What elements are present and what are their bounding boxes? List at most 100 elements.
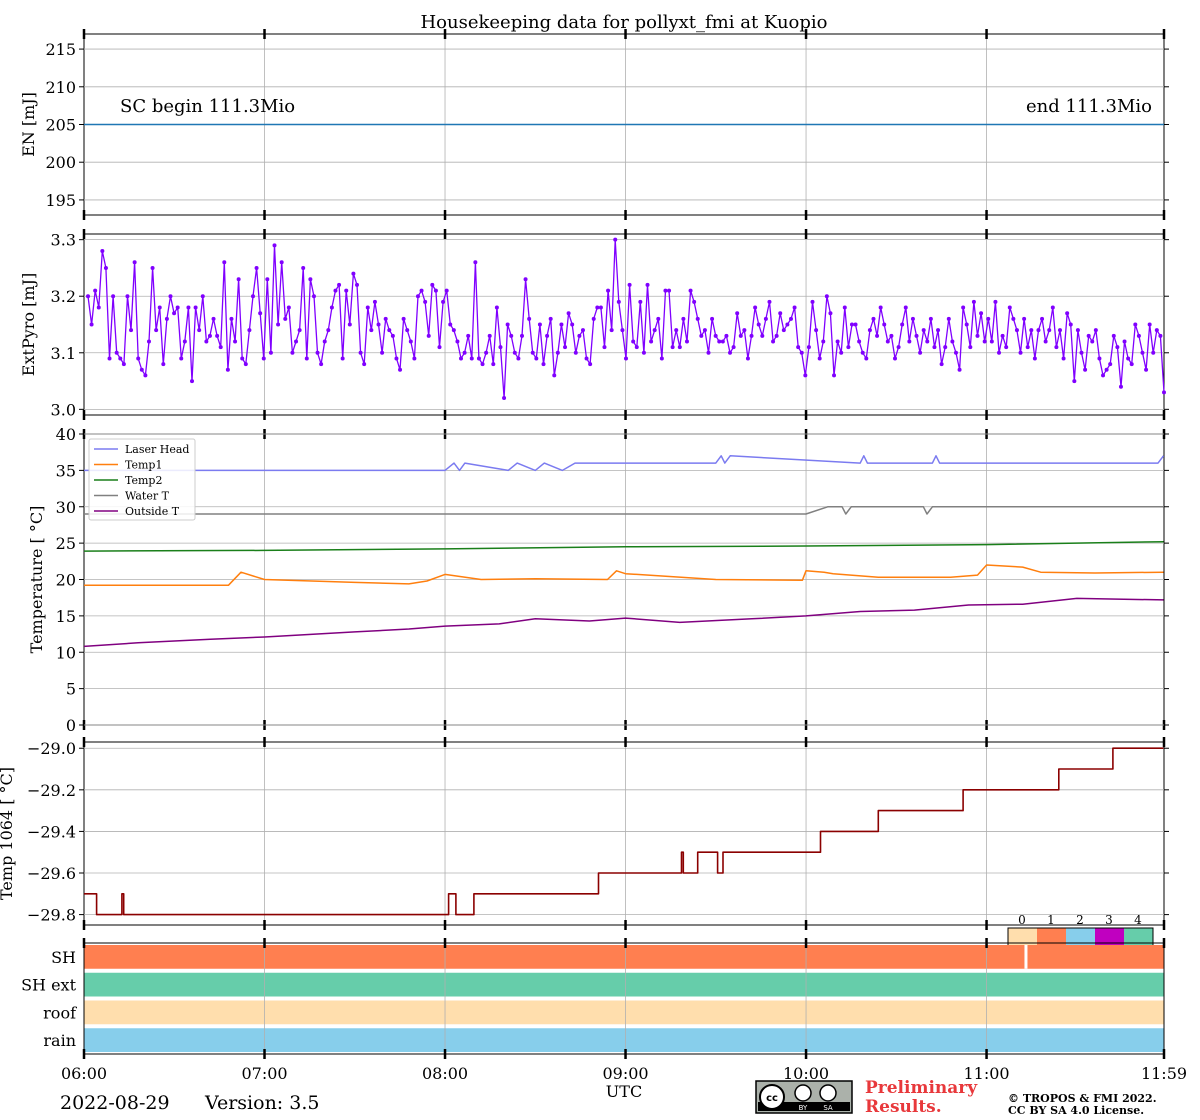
pyro-point: [577, 333, 582, 338]
pyro-point: [261, 356, 266, 361]
pyro-ytick-label: 3.2: [51, 287, 76, 306]
pyro-point: [975, 333, 980, 338]
pyro-point: [358, 350, 363, 355]
pyro-point: [720, 339, 725, 344]
pyro-point: [512, 350, 517, 355]
pyro-point: [921, 328, 926, 333]
pyro-point: [634, 345, 639, 350]
pyro-point: [717, 339, 722, 344]
pyro-point: [914, 333, 919, 338]
pyro-point: [885, 339, 890, 344]
status-row-label: SH ext: [21, 976, 76, 995]
pyro-point: [903, 305, 908, 310]
pyro-point: [286, 305, 291, 310]
pyro-point: [1079, 350, 1084, 355]
pyro-point: [502, 396, 507, 401]
temp-ytick-label: 20: [56, 571, 76, 590]
pyro-point: [387, 328, 392, 333]
pyro-point: [398, 367, 403, 372]
status-row-sh: [84, 945, 1164, 969]
pyro-point: [190, 379, 195, 384]
time-tick-label: 08:00: [422, 1064, 468, 1083]
pyro-point: [1108, 362, 1113, 367]
pyro-point: [624, 356, 628, 361]
pyro-point: [229, 316, 234, 321]
pyro-point: [1000, 333, 1005, 338]
pyro-point: [1011, 316, 1016, 321]
pyro-point: [598, 305, 603, 310]
pyro-point: [1093, 328, 1098, 333]
pyro-point: [111, 294, 116, 299]
pyro-point: [971, 299, 976, 304]
pyro-point: [265, 277, 270, 282]
pyro-point: [688, 288, 693, 293]
pyro-point: [849, 322, 854, 327]
status-row-label: rain: [43, 1031, 76, 1050]
pyro-frame: [83, 233, 1165, 416]
colorbar-tick-label: 1: [1047, 913, 1055, 927]
pyro-point: [552, 373, 557, 378]
pyro-point: [541, 362, 546, 367]
svg-text:BY: BY: [799, 1104, 808, 1112]
pyro-point: [129, 328, 134, 333]
pyro-point: [684, 339, 689, 344]
pyro-point: [340, 356, 345, 361]
pyro-point: [480, 362, 485, 367]
pyro-point: [89, 322, 94, 327]
pyro-point: [380, 350, 385, 355]
pyro-point: [799, 350, 804, 355]
pyro-point: [451, 328, 456, 333]
pyro-point: [1040, 316, 1045, 321]
pyro-point: [1101, 373, 1106, 378]
pyro-point: [753, 305, 758, 310]
pyro-point: [1136, 333, 1141, 338]
pyro-point: [114, 350, 119, 355]
pyro-point: [1047, 328, 1052, 333]
pyro-point: [631, 339, 636, 344]
pyro-point: [193, 305, 198, 310]
pyro-point: [405, 328, 410, 333]
pyro-point: [168, 294, 173, 299]
pyro-point: [136, 356, 141, 361]
pyro-point: [756, 322, 761, 327]
temp-ytick-label: 30: [56, 498, 76, 517]
legend-label: Temp1: [125, 459, 162, 472]
pyro-point: [767, 299, 772, 304]
pyro-point: [964, 322, 969, 327]
pyro-point: [860, 350, 865, 355]
pyro-point: [394, 356, 399, 361]
time-tick-label: 11:59: [1141, 1064, 1187, 1083]
pyro-point: [785, 322, 790, 327]
temp-ytick-label: 0: [66, 716, 76, 735]
pyro-point: [390, 333, 395, 338]
pyro-point: [197, 328, 202, 333]
pyro-point: [936, 328, 941, 333]
pyro-point: [771, 339, 776, 344]
pyro-point: [993, 299, 998, 304]
pyro-point: [466, 333, 471, 338]
pyro-point: [491, 362, 496, 367]
pyro-point: [706, 350, 711, 355]
pyro-point: [864, 356, 869, 361]
status-row-label: SH: [51, 948, 76, 967]
pyro-point: [247, 328, 252, 333]
pyro-point: [609, 328, 614, 333]
pyro-point: [1086, 333, 1091, 338]
pyro-point: [423, 299, 428, 304]
status-row-label: roof: [43, 1003, 77, 1022]
pyro-point: [588, 362, 593, 367]
pyro-point: [372, 299, 377, 304]
pyro-point: [415, 294, 420, 299]
pyro-point: [1036, 328, 1041, 333]
pyro-point: [663, 288, 668, 293]
pyro-point: [250, 294, 255, 299]
pyro-point: [824, 294, 829, 299]
pyro-point: [408, 339, 413, 344]
pyro-point: [656, 316, 661, 321]
pyro-point: [645, 282, 650, 287]
pyro-point: [401, 316, 406, 321]
pyro-point: [297, 328, 302, 333]
pyro-point: [1090, 339, 1095, 344]
en-ytick-label: 215: [45, 40, 76, 59]
